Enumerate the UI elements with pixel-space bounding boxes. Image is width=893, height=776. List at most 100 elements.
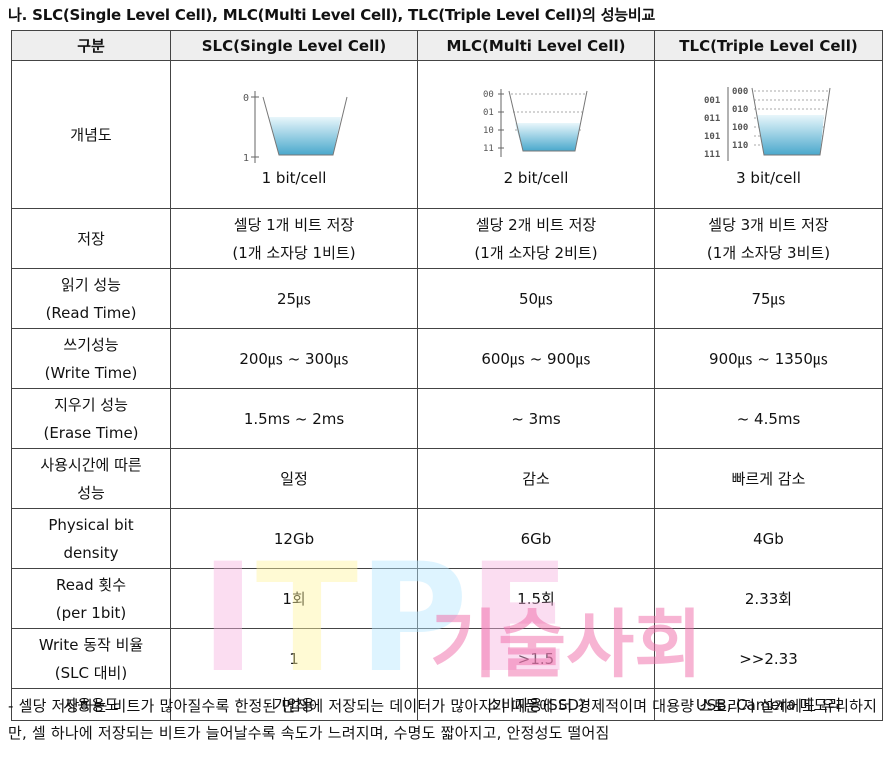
tlc-value-line: 빠르게 감소 — [659, 465, 878, 493]
table-row: 쓰기성능 (Write Time) 200㎲ ~ 300㎲ 600㎲ ~ 900㎲ 90… — [12, 329, 883, 389]
tlc-value-line: (1개 소자당 3비트) — [659, 239, 878, 267]
mlc-value: 셀당 2개 비트 저장 (1개 소자당 2비트) — [418, 209, 655, 269]
header-tlc: TLC(Triple Level Cell) — [655, 31, 883, 61]
section-title: 나. SLC(Single Level Cell), MLC(Multi Lev… — [8, 4, 655, 25]
table-row: 사용시간에 따른 성능 일정 감소 빠르게 감소 — [12, 449, 883, 509]
tlc-level-111: 111 — [704, 150, 720, 160]
row-label-line: Read 횟수 — [16, 571, 166, 599]
slc-value-line: (1개 소자당 1비트) — [175, 239, 413, 267]
tlc-value: 2.33회 — [655, 569, 883, 629]
header-category: 구분 — [12, 31, 171, 61]
mlc-value: 50㎲ — [418, 269, 655, 329]
table-row: Physical bit density 12Gb 6Gb 4Gb — [12, 509, 883, 569]
tlc-level-101: 101 — [704, 132, 720, 142]
tlc-level-100: 100 — [732, 123, 748, 133]
slc-level-0: 0 — [243, 93, 249, 104]
row-label-line: (Write Time) — [16, 359, 166, 387]
mlc-level-01: 01 — [483, 108, 494, 118]
mlc-value-line: 6Gb — [422, 525, 650, 553]
mlc-value-line: 감소 — [422, 465, 650, 493]
tlc-value: >>2.33 — [655, 629, 883, 689]
row-label: Physical bit density — [12, 509, 171, 569]
tlc-value-line: 900㎲ ~ 1350㎲ — [659, 345, 878, 373]
mlc-value-line: >1.5 — [422, 645, 650, 673]
mlc-diagram-cell: 00 01 10 11 2 bit/cell — [418, 61, 655, 209]
mlc-value: 감소 — [418, 449, 655, 509]
row-label: 지우기 성능 (Erase Time) — [12, 389, 171, 449]
row-label-line: Write 동작 비율 — [16, 631, 166, 659]
mlc-value: >1.5 — [418, 629, 655, 689]
mlc-value: 1.5회 — [418, 569, 655, 629]
row-label-line: Physical bit — [16, 511, 166, 539]
row-label: Read 횟수 (per 1bit) — [12, 569, 171, 629]
tlc-value-line: ~ 4.5ms — [659, 405, 878, 433]
slc-cell-diagram: 0 1 — [239, 85, 349, 167]
row-label: 읽기 성능 (Read Time) — [12, 269, 171, 329]
slc-value: 12Gb — [171, 509, 418, 569]
tlc-cell-diagram: 001 011 101 111 000 010 100 110 — [704, 85, 834, 167]
row-label: 쓰기성능 (Write Time) — [12, 329, 171, 389]
row-label-line: (SLC 대비) — [16, 659, 166, 687]
tlc-level-110: 110 — [732, 141, 748, 151]
tlc-level-000: 000 — [732, 87, 748, 97]
slc-value: 200㎲ ~ 300㎲ — [171, 329, 418, 389]
slc-value: 일정 — [171, 449, 418, 509]
slc-value-line: 셀당 1개 비트 저장 — [175, 211, 413, 239]
tlc-bits-caption: 3 bit/cell — [659, 167, 878, 189]
table-row: 지우기 성능 (Erase Time) 1.5ms ~ 2ms ~ 3ms ~ 4.5m… — [12, 389, 883, 449]
slc-value-line: 1.5ms ~ 2ms — [175, 405, 413, 433]
slc-level-1: 1 — [243, 153, 249, 164]
row-label-line: 쓰기성능 — [16, 331, 166, 359]
mlc-value-line: (1개 소자당 2비트) — [422, 239, 650, 267]
mlc-value-line: 셀당 2개 비트 저장 — [422, 211, 650, 239]
mlc-level-00: 00 — [483, 90, 494, 100]
table-row: Write 동작 비율 (SLC 대비) 1 >1.5 >>2.33 — [12, 629, 883, 689]
tlc-value-line: 75㎲ — [659, 285, 878, 313]
tlc-value-line: 셀당 3개 비트 저장 — [659, 211, 878, 239]
row-label: 사용시간에 따른 성능 — [12, 449, 171, 509]
mlc-bits-caption: 2 bit/cell — [422, 167, 650, 189]
mlc-value-line: ~ 3ms — [422, 405, 650, 433]
slc-value: 1 — [171, 629, 418, 689]
mlc-level-10: 10 — [483, 126, 494, 136]
mlc-value: 6Gb — [418, 509, 655, 569]
header-mlc: MLC(Multi Level Cell) — [418, 31, 655, 61]
slc-value: 25㎲ — [171, 269, 418, 329]
header-slc: SLC(Single Level Cell) — [171, 31, 418, 61]
row-label-line: (Read Time) — [16, 299, 166, 327]
mlc-value-line: 50㎲ — [422, 285, 650, 313]
mlc-value-line: 600㎲ ~ 900㎲ — [422, 345, 650, 373]
table-row: Read 횟수 (per 1bit) 1회 1.5회 2.33회 — [12, 569, 883, 629]
mlc-level-11: 11 — [483, 144, 494, 154]
mlc-value: 600㎲ ~ 900㎲ — [418, 329, 655, 389]
mlc-value: ~ 3ms — [418, 389, 655, 449]
tlc-value-line: 4Gb — [659, 525, 878, 553]
row-label-line: 읽기 성능 — [16, 271, 166, 299]
summary-note: - 셀당 저장하는 비트가 많아질수록 한정된 면적에 저장되는 데이터가 많아… — [8, 693, 888, 747]
slc-value-line: 1회 — [175, 585, 413, 613]
slc-value: 1.5ms ~ 2ms — [171, 389, 418, 449]
row-label: 저장 — [12, 209, 171, 269]
row-label-line: 사용시간에 따른 — [16, 451, 166, 479]
table-row-concept: 개념도 0 1 1 bit/cell — [12, 61, 883, 209]
row-label-line: (per 1bit) — [16, 599, 166, 627]
slc-value: 셀당 1개 비트 저장 (1개 소자당 1비트) — [171, 209, 418, 269]
row-label-line: 지우기 성능 — [16, 391, 166, 419]
table-row: 저장 셀당 1개 비트 저장 (1개 소자당 1비트) 셀당 2개 비트 저장 (1개 … — [12, 209, 883, 269]
table-header-row: 구분 SLC(Single Level Cell) MLC(Multi Leve… — [12, 31, 883, 61]
tlc-value: 4Gb — [655, 509, 883, 569]
row-label-concept: 개념도 — [12, 61, 171, 209]
row-label-line: 성능 — [16, 479, 166, 507]
tlc-value: 셀당 3개 비트 저장 (1개 소자당 3비트) — [655, 209, 883, 269]
tlc-value: ~ 4.5ms — [655, 389, 883, 449]
row-label: Write 동작 비율 (SLC 대비) — [12, 629, 171, 689]
slc-diagram-cell: 0 1 1 bit/cell — [171, 61, 418, 209]
tlc-level-010: 010 — [732, 105, 748, 115]
slc-value-line: 200㎲ ~ 300㎲ — [175, 345, 413, 373]
tlc-value: 빠르게 감소 — [655, 449, 883, 509]
row-label-line: (Erase Time) — [16, 419, 166, 447]
comparison-table: 구분 SLC(Single Level Cell) MLC(Multi Leve… — [11, 30, 883, 721]
row-label-line: density — [16, 539, 166, 567]
tlc-level-001: 001 — [704, 96, 720, 106]
row-label-line: 저장 — [16, 225, 166, 253]
